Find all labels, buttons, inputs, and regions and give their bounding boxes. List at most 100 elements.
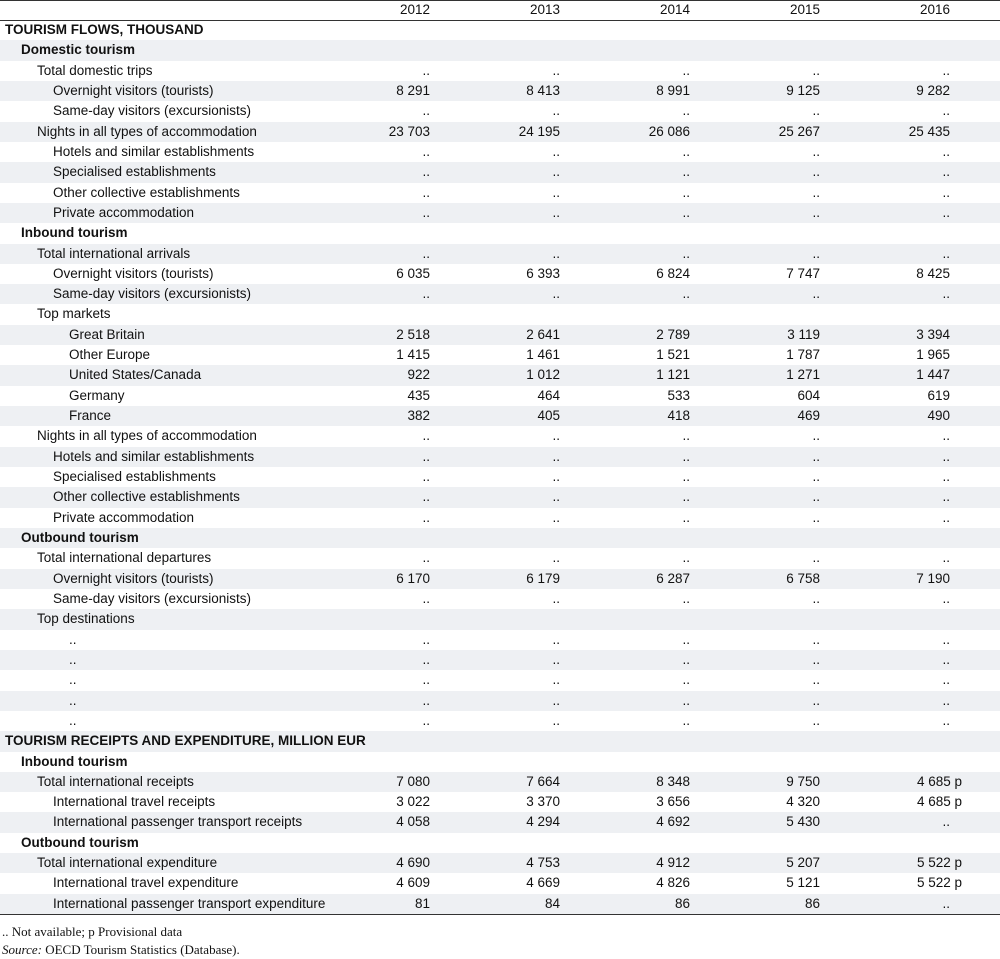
value-cell: .. [682, 62, 690, 78]
row-label: Top markets [37, 306, 111, 322]
value-cell: .. [942, 286, 950, 302]
value-cell: 619 [927, 387, 950, 403]
value-cell: .. [682, 286, 690, 302]
source-text: OECD Tourism Statistics (Database). [45, 942, 240, 957]
value-cell: .. [942, 672, 950, 688]
value-cell: .. [942, 550, 950, 566]
value-cell: 8 291 [396, 82, 430, 98]
value-cell: .. [682, 672, 690, 688]
row-band [0, 40, 1000, 61]
row-label: Total international receipts [37, 773, 194, 789]
row-label: Total international departures [37, 550, 212, 566]
value-cell: .. [682, 692, 690, 708]
value-cell: .. [812, 143, 820, 159]
value-cell: 4 692 [656, 814, 690, 830]
value-cell: .. [812, 184, 820, 200]
value-cell: 3 370 [526, 794, 560, 810]
row-label: Other collective establishments [53, 489, 240, 505]
row-label: France [69, 408, 112, 424]
value-cell: 4 912 [656, 855, 690, 871]
value-cell: 2 641 [526, 326, 560, 342]
value-cell: .. [552, 631, 560, 647]
value-cell: .. [422, 184, 430, 200]
value-cell: .. [682, 712, 690, 728]
value-cell: 2 789 [656, 326, 690, 342]
value-cell: 435 [407, 387, 430, 403]
row-label: Specialised establishments [53, 164, 216, 180]
value-cell: .. [682, 428, 690, 444]
value-cell: .. [812, 62, 820, 78]
value-cell: .. [812, 509, 820, 525]
row-label: Other collective establishments [53, 184, 240, 200]
value-cell: .. [422, 204, 430, 220]
value-cell: .. [552, 692, 560, 708]
row-label: Nights in all types of accommodation [37, 428, 257, 444]
value-cell: .. [942, 590, 950, 606]
value-cell: .. [942, 164, 950, 180]
header-rule [0, 20, 1000, 21]
value-cell: .. [682, 631, 690, 647]
value-cell: .. [942, 509, 950, 525]
value-cell: 469 [797, 408, 820, 424]
row-band [0, 324, 1000, 346]
value-cell: 7 664 [526, 773, 560, 789]
value-cell: .. [552, 590, 560, 606]
value-cell: .. [812, 204, 820, 220]
value-cell: 9 282 [916, 82, 950, 98]
source: Source: OECD Tourism Statistics (Databas… [2, 942, 240, 958]
row-label: Same-day visitors (excursionists) [53, 590, 252, 606]
value-cell: 3 656 [656, 794, 690, 810]
row-band [0, 609, 1000, 630]
value-cell: .. [682, 590, 690, 606]
row-label: International travel receipts [53, 794, 216, 810]
value-cell: 1 461 [526, 347, 560, 363]
value-cell: 7 747 [786, 265, 820, 281]
row-band [0, 853, 1000, 874]
year-header: 2014 [659, 2, 690, 17]
value-cell: .. [812, 448, 820, 464]
value-cell: 4 685 p [916, 794, 962, 810]
value-cell: .. [552, 469, 560, 485]
value-cell: 8 413 [526, 82, 560, 98]
row-label: Overnight visitors (tourists) [53, 265, 214, 281]
value-cell: 86 [674, 895, 690, 911]
row-label: Same-day visitors (excursionists) [53, 103, 252, 119]
value-cell: .. [682, 184, 690, 200]
value-cell: 405 [537, 408, 560, 424]
value-cell: .. [942, 469, 950, 485]
value-cell: 3 119 [787, 326, 820, 342]
row-label: .. [69, 672, 77, 688]
row-band [0, 121, 1000, 142]
value-cell: .. [422, 62, 430, 78]
value-cell: 3 022 [396, 794, 430, 810]
row-band [0, 568, 1000, 589]
value-cell: .. [812, 550, 820, 566]
row-label: United States/Canada [69, 367, 202, 383]
value-cell: 1 012 [526, 367, 560, 383]
value-cell: 4 685 p [916, 773, 962, 789]
value-cell: .. [552, 428, 560, 444]
value-cell: 25 267 [778, 123, 820, 139]
value-cell: 4 690 [396, 855, 430, 871]
row-band [0, 771, 1000, 793]
value-cell: 5 207 [786, 855, 820, 871]
bottom-rule [0, 914, 1000, 916]
top-rule [0, 0, 1000, 1]
value-cell: .. [812, 164, 820, 180]
value-cell: .. [422, 651, 430, 667]
value-cell: .. [942, 631, 950, 647]
value-cell: 5 522 p [916, 875, 962, 891]
value-cell: .. [682, 509, 690, 525]
value-cell: .. [552, 286, 560, 302]
value-cell: 5 121 [786, 875, 820, 891]
value-cell: 1 121 [656, 367, 690, 383]
value-cell: 1 521 [656, 347, 690, 363]
value-cell: .. [422, 103, 430, 119]
value-cell: .. [422, 489, 430, 505]
value-cell: .. [682, 204, 690, 220]
row-label: Nights in all types of accommodation [37, 123, 257, 139]
row-band [0, 162, 1000, 183]
value-cell: 1 271 [786, 367, 820, 383]
row-band [0, 284, 1000, 305]
value-cell: 23 703 [388, 123, 430, 139]
